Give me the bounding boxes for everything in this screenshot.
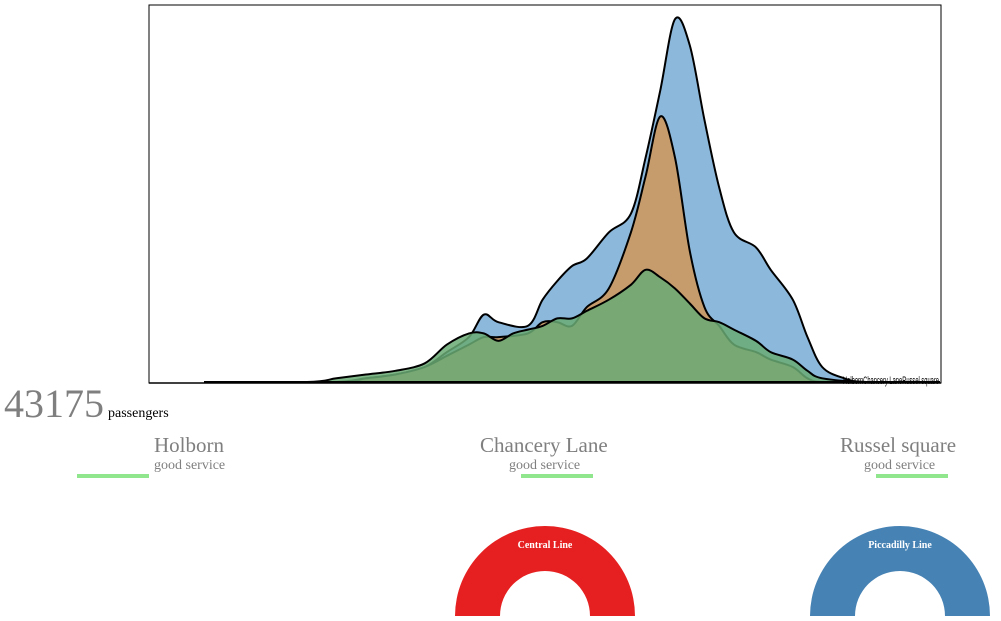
passenger-area-chart: HolbornChancery LaneRussel square: [148, 4, 942, 387]
passenger-total: 43175 passengers: [4, 382, 169, 426]
status-bar-chancery-lane: [521, 474, 593, 478]
station-russel-square[interactable]: Russel square good service: [840, 432, 956, 474]
gauge-piccadilly-line-arc: [810, 526, 990, 616]
passenger-count: 43175: [4, 381, 104, 426]
station-status: good service: [154, 458, 226, 473]
station-chancery-lane[interactable]: Chancery Lane good service: [480, 432, 608, 474]
legend-text: HolbornChancery LaneRussel square: [843, 375, 939, 387]
station-name: Chancery Lane: [480, 433, 608, 457]
status-bar-holborn: [77, 474, 149, 478]
station-status: good service: [864, 458, 936, 473]
station-name: Russel square: [840, 433, 957, 457]
gauge-piccadilly-line-label: Piccadilly Line: [868, 540, 932, 551]
gauge-central-line-label: Central Line: [517, 540, 573, 551]
series-area-russel-square: [203, 268, 941, 384]
series-layer: [149, 16, 941, 384]
station-holborn[interactable]: Holborn good service: [154, 432, 225, 474]
station-status: good service: [509, 458, 581, 473]
passenger-unit: passengers: [108, 406, 169, 421]
status-bar-russel-square: [876, 474, 948, 478]
station-name: Holborn: [154, 433, 224, 457]
gauge-central-line-arc: [455, 526, 635, 616]
gauge-piccadilly-line: Piccadilly Line: [810, 526, 990, 616]
gauge-central-line: Central Line: [455, 526, 635, 616]
